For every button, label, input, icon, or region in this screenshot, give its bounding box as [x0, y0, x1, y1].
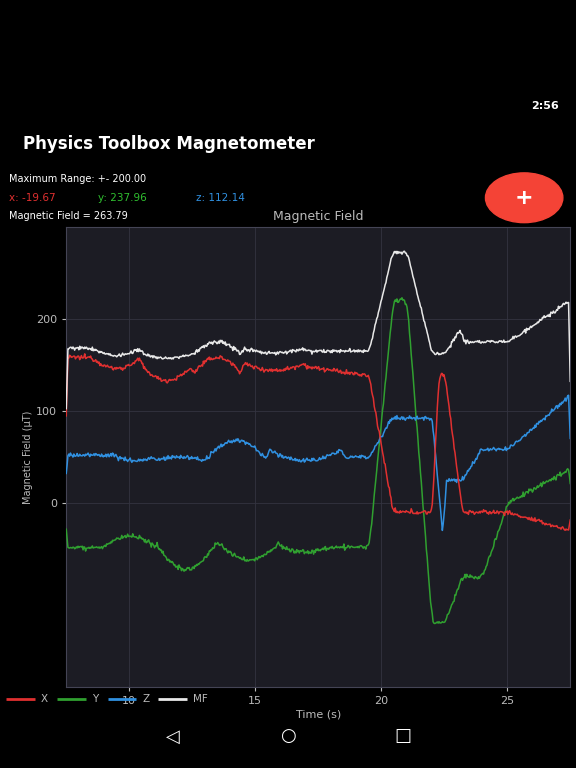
Title: Magnetic Field: Magnetic Field — [273, 210, 363, 223]
Text: x: -19.67: x: -19.67 — [9, 193, 55, 203]
Text: y: 237.96: y: 237.96 — [98, 193, 147, 203]
Text: z: 112.14: z: 112.14 — [196, 193, 245, 203]
Text: ◁: ◁ — [166, 727, 180, 745]
Text: MF: MF — [193, 694, 208, 704]
Text: X: X — [41, 694, 48, 704]
Text: Magnetic Field = 263.79: Magnetic Field = 263.79 — [9, 211, 127, 221]
Text: Physics Toolbox Magnetometer: Physics Toolbox Magnetometer — [23, 135, 315, 153]
Text: Maximum Range: +- 200.00: Maximum Range: +- 200.00 — [9, 174, 146, 184]
Text: □: □ — [395, 727, 412, 745]
Y-axis label: Magnetic Field (μT): Magnetic Field (μT) — [23, 410, 33, 504]
Circle shape — [486, 173, 563, 223]
Text: ○: ○ — [280, 727, 296, 745]
Text: +: + — [515, 187, 533, 208]
Text: Z: Z — [143, 694, 150, 704]
X-axis label: Time (s): Time (s) — [295, 709, 341, 719]
Text: Y: Y — [92, 694, 98, 704]
Text: 2:56: 2:56 — [531, 101, 559, 111]
